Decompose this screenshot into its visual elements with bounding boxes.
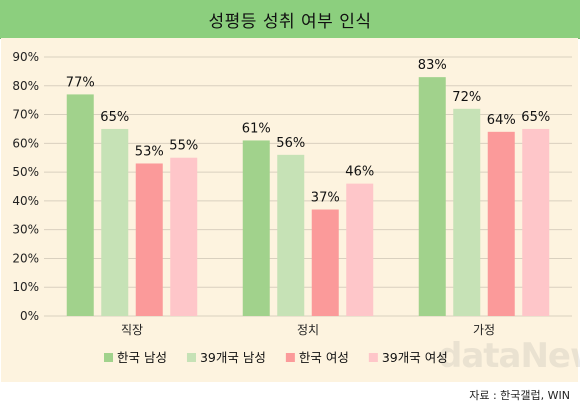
y-tick-label: 90% (12, 50, 39, 64)
y-tick-label: 0% (20, 309, 39, 323)
legend-label: 한국 남성 (117, 350, 167, 365)
bar (135, 163, 163, 316)
category-label: 정치 (297, 323, 319, 337)
legend-label: 한국 여성 (299, 350, 349, 365)
bar (346, 183, 374, 316)
data-label: 37% (311, 191, 340, 206)
watermark-logo: dataNews (438, 336, 580, 376)
legend-label: 39개국 남성 (200, 350, 266, 365)
source-note: 자료 : 한국갤럽, WIN (469, 389, 570, 402)
legend-label: 39개국 여성 (382, 350, 448, 365)
y-tick-label: 20% (12, 251, 39, 265)
legend-swatch (368, 353, 378, 362)
y-tick-label: 60% (12, 136, 39, 150)
y-tick-label: 40% (12, 194, 39, 208)
y-tick-label: 70% (12, 108, 39, 122)
bar (242, 140, 270, 316)
chart-title: 성평등 성취 여부 인식 (208, 11, 372, 32)
bar (453, 108, 481, 316)
data-label: 64% (487, 113, 516, 128)
bar (101, 128, 129, 316)
data-label: 61% (242, 121, 271, 136)
data-label: 53% (135, 144, 164, 159)
data-label: 46% (345, 165, 374, 180)
legend-swatch (186, 353, 196, 362)
y-tick-label: 10% (12, 280, 39, 294)
data-label: 65% (100, 110, 129, 125)
data-label: 65% (521, 110, 550, 125)
data-label: 56% (276, 136, 305, 151)
y-tick-label: 50% (12, 165, 39, 179)
data-label: 77% (66, 75, 95, 90)
data-label: 55% (169, 139, 198, 154)
bar (66, 94, 94, 317)
legend-swatch (104, 353, 113, 362)
bar (311, 209, 339, 316)
category-label: 직장 (121, 323, 143, 337)
data-label: 72% (452, 90, 481, 105)
y-tick-label: 80% (12, 79, 39, 93)
data-label: 83% (418, 58, 447, 73)
legend-swatch (285, 353, 295, 362)
bar (418, 77, 446, 317)
bar (487, 131, 515, 316)
bar (277, 154, 305, 316)
y-tick-label: 30% (12, 223, 39, 237)
bar (522, 128, 550, 316)
bar (170, 157, 198, 316)
category-label: 가정 (473, 323, 495, 337)
